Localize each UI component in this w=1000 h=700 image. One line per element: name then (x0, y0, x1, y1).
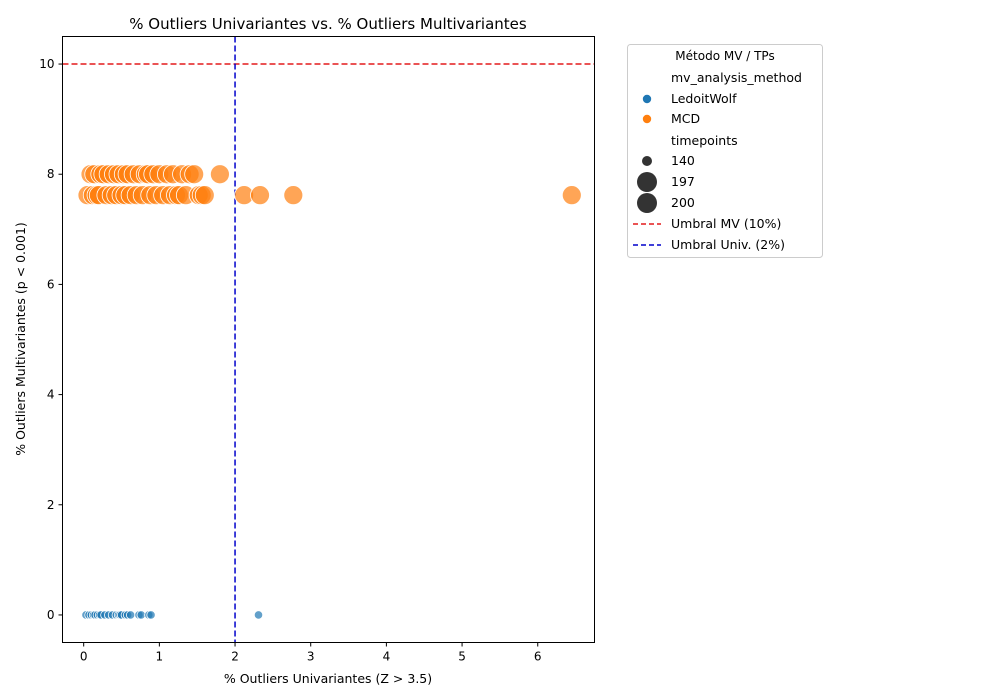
data-point-ledoitwolf (136, 610, 146, 620)
y-axis-ticks: 0 2 4 6 8 10 (39, 57, 63, 622)
legend-marker-ledoitwolf (642, 94, 652, 104)
axes-frame (62, 36, 595, 643)
legend-label-mv-threshold: Umbral MV (10%) (671, 216, 781, 231)
legend-size-marker-200 (637, 193, 657, 213)
legend-marker-mcd (642, 114, 652, 124)
x-axis-ticks: 0 1 2 3 4 5 6 (80, 642, 542, 664)
plot-area (62, 36, 595, 643)
x-tick-label: 0 (80, 650, 88, 664)
y-tick-label: 6 (47, 277, 55, 291)
data-point-ledoitwolf (253, 610, 264, 620)
x-tick-label: 4 (383, 650, 391, 664)
data-point-mcd (283, 185, 304, 206)
data-point-ledoitwolf (126, 610, 136, 620)
legend-size-label-200: 200 (671, 195, 695, 210)
legend-size-marker-140 (642, 156, 652, 166)
legend-size-label-140: 140 (671, 153, 695, 168)
data-point-mcd (184, 164, 205, 185)
data-point-mcd (561, 185, 582, 206)
chart-title: % Outliers Univariantes vs. % Outliers M… (129, 15, 527, 33)
x-tick-label: 2 (231, 650, 239, 664)
data-point-mcd (250, 185, 270, 206)
y-tick-label: 2 (47, 498, 55, 512)
x-tick-label: 1 (156, 650, 164, 664)
data-point-ledoitwolf (146, 610, 156, 620)
y-tick-label: 10 (39, 57, 54, 71)
legend-hue-header: mv_analysis_method (671, 70, 802, 85)
series-ledoitwolf (81, 610, 264, 620)
y-axis-label: % Outliers Multivariantes (p < 0.001) (13, 222, 28, 456)
y-tick-label: 8 (47, 167, 55, 181)
x-axis-label: % Outliers Univariantes (Z > 3.5) (224, 671, 432, 686)
y-tick-label: 0 (47, 608, 55, 622)
legend-size-marker-197 (637, 172, 657, 192)
legend-size-header: timepoints (671, 133, 738, 148)
legend-box (627, 44, 823, 258)
x-tick-label: 6 (534, 650, 542, 664)
legend: Método MV / TPs mv_analysis_method Ledoi… (627, 44, 823, 258)
x-tick-label: 3 (307, 650, 315, 664)
data-point-mcd (194, 185, 215, 206)
legend-size-label-197: 197 (671, 174, 695, 189)
x-tick-label: 5 (458, 650, 466, 664)
legend-title: Método MV / TPs (675, 49, 774, 63)
series-mcd (77, 164, 582, 206)
y-tick-label: 4 (47, 388, 55, 402)
legend-label-ledoitwolf: LedoitWolf (671, 91, 737, 106)
legend-label-univ-threshold: Umbral Univ. (2%) (671, 237, 785, 252)
legend-label-mcd: MCD (671, 111, 700, 126)
data-point-mcd (210, 164, 230, 185)
